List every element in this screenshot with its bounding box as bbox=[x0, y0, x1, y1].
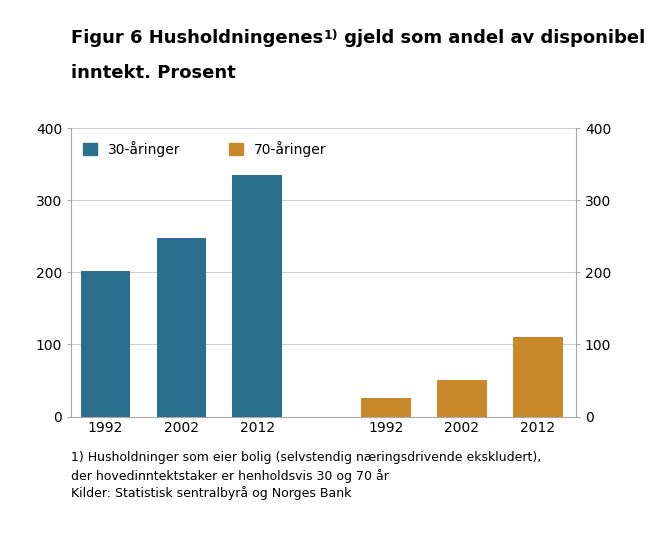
Text: Figur 6 Husholdningenes: Figur 6 Husholdningenes bbox=[71, 29, 324, 48]
Bar bbox=[362, 398, 411, 417]
Text: 1): 1) bbox=[324, 29, 338, 42]
Text: Kilder: Statistisk sentralbyrå og Norges Bank: Kilder: Statistisk sentralbyrå og Norges… bbox=[71, 486, 351, 500]
Bar bbox=[232, 175, 281, 417]
Text: 1) Husholdninger som eier bolig (selvstendig næringsdrivende ekskludert),: 1) Husholdninger som eier bolig (selvste… bbox=[71, 451, 542, 464]
Legend: 30-åringer, 70-åringer: 30-åringer, 70-åringer bbox=[83, 141, 327, 157]
Bar bbox=[513, 337, 562, 417]
Text: der hovedinntektstaker er henholdsvis 30 og 70 år: der hovedinntektstaker er henholdsvis 30… bbox=[71, 469, 389, 483]
Text: inntekt. Prosent: inntekt. Prosent bbox=[71, 64, 236, 82]
Bar bbox=[81, 271, 130, 417]
Text: gjeld som andel av disponibel: gjeld som andel av disponibel bbox=[338, 29, 645, 48]
Bar bbox=[437, 380, 487, 417]
Bar bbox=[157, 238, 206, 417]
